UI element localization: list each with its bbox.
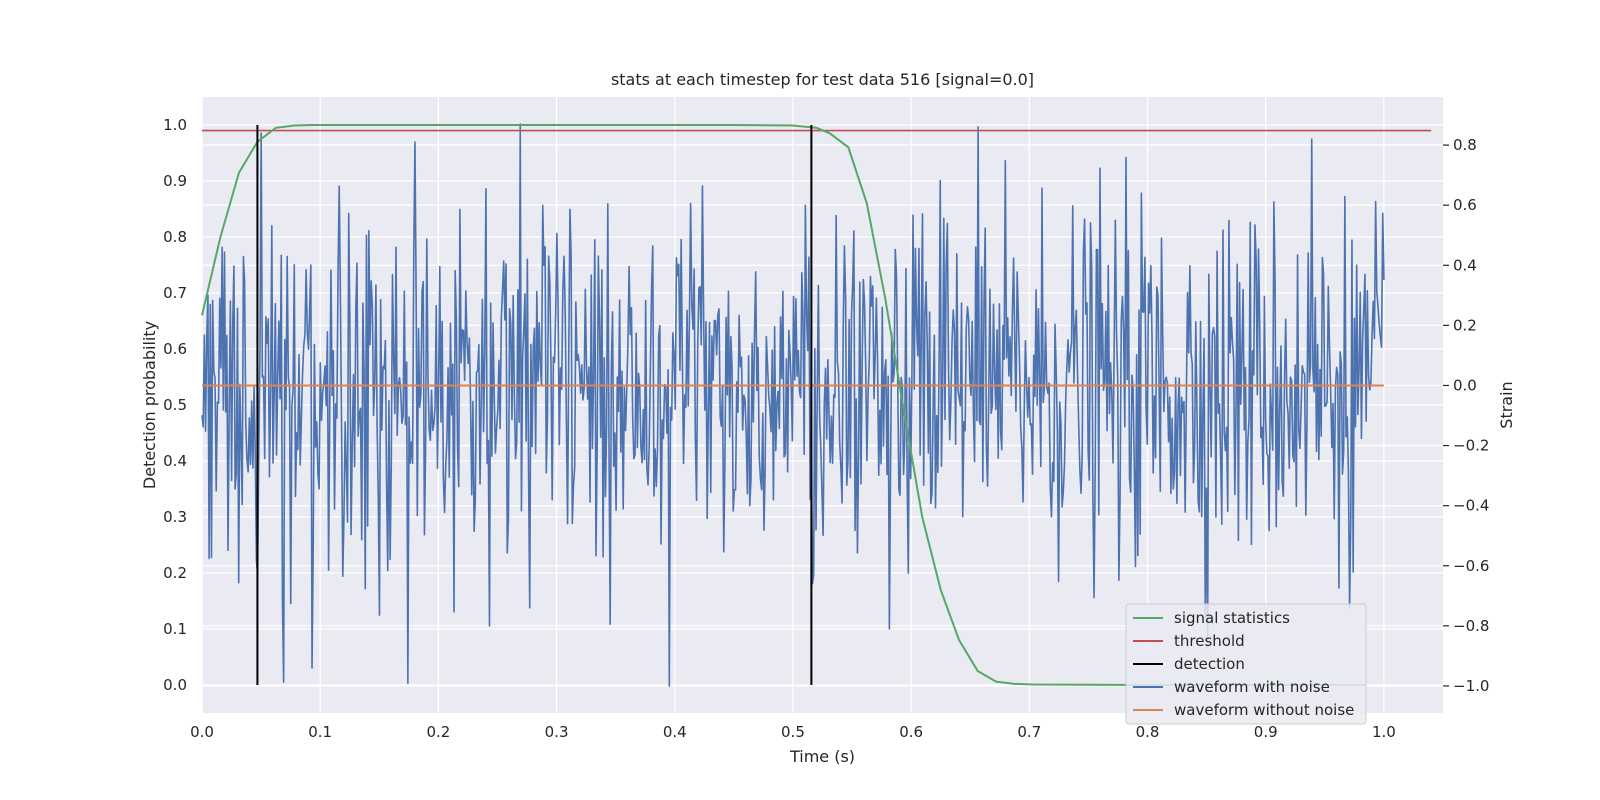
y2-axis-label: Strain	[1497, 381, 1516, 428]
legend-label: waveform with noise	[1174, 678, 1330, 696]
y-tick-label: 1.0	[163, 116, 187, 134]
x-tick-label: 0.0	[190, 723, 214, 741]
legend-label: threshold	[1174, 632, 1245, 650]
x-tick-label: 0.8	[1136, 723, 1160, 741]
x-tick-label: 0.3	[545, 723, 569, 741]
series-waveform-with-noise	[201, 123, 1385, 687]
legend-box	[1125, 603, 1367, 725]
x-tick-label: 0.7	[1017, 723, 1041, 741]
y2-tick-label: 0.6	[1453, 196, 1477, 214]
y2-tick-label: 0.2	[1453, 316, 1477, 334]
chart-title: stats at each timestep for test data 516…	[611, 70, 1034, 89]
y2-tick-label: −0.2	[1453, 437, 1489, 455]
y2-tick-label: −0.6	[1453, 557, 1489, 575]
axes: 0.0 0.1 0.2 0.3 0.4 0.5 0.6 0.7 0.8 0.9 1.0 0.0 0.1 0…	[163, 116, 1489, 741]
y2-tick-label: −0.8	[1453, 617, 1489, 635]
y-tick-label: 0.9	[163, 172, 187, 190]
y-tick-label: 0.7	[163, 284, 187, 302]
y-tick-label: 0.1	[163, 620, 187, 638]
x-tick-label: 0.9	[1254, 723, 1278, 741]
y-tick-label: 0.6	[163, 340, 187, 358]
y-tick-label: 0.3	[163, 508, 187, 526]
y2-tick-label: 0.0	[1453, 376, 1477, 394]
legend-label: waveform without noise	[1174, 701, 1354, 719]
series-signal-statistics	[201, 124, 1367, 686]
y2-tick-label: −1.0	[1453, 677, 1489, 695]
x-tick-label: 0.5	[781, 723, 805, 741]
x-tick-label: 0.2	[426, 723, 450, 741]
y-tick-label: 0.8	[163, 228, 187, 246]
y-tick-label: 0.2	[163, 564, 187, 582]
x-tick-label: 1.0	[1372, 723, 1396, 741]
x-tick-label: 0.1	[308, 723, 332, 741]
legend-label: detection	[1174, 655, 1245, 673]
y-axis-label: Detection probability	[140, 321, 159, 489]
legend: signal statistics threshold detection wavef…	[1125, 603, 1367, 725]
y2-tick-label: 0.4	[1453, 256, 1477, 274]
x-axis-label: Time (s)	[789, 747, 855, 766]
y-tick-label: 0.5	[163, 396, 187, 414]
y-tick-label: 0.4	[163, 452, 187, 470]
y-tick-label: 0.0	[163, 676, 187, 694]
y2-tick-label: −0.4	[1453, 497, 1489, 515]
y2-tick-label: 0.8	[1453, 136, 1477, 154]
x-tick-label: 0.6	[899, 723, 923, 741]
x-tick-label: 0.4	[663, 723, 687, 741]
series-layer	[201, 123, 1432, 687]
legend-label: signal statistics	[1174, 609, 1290, 627]
